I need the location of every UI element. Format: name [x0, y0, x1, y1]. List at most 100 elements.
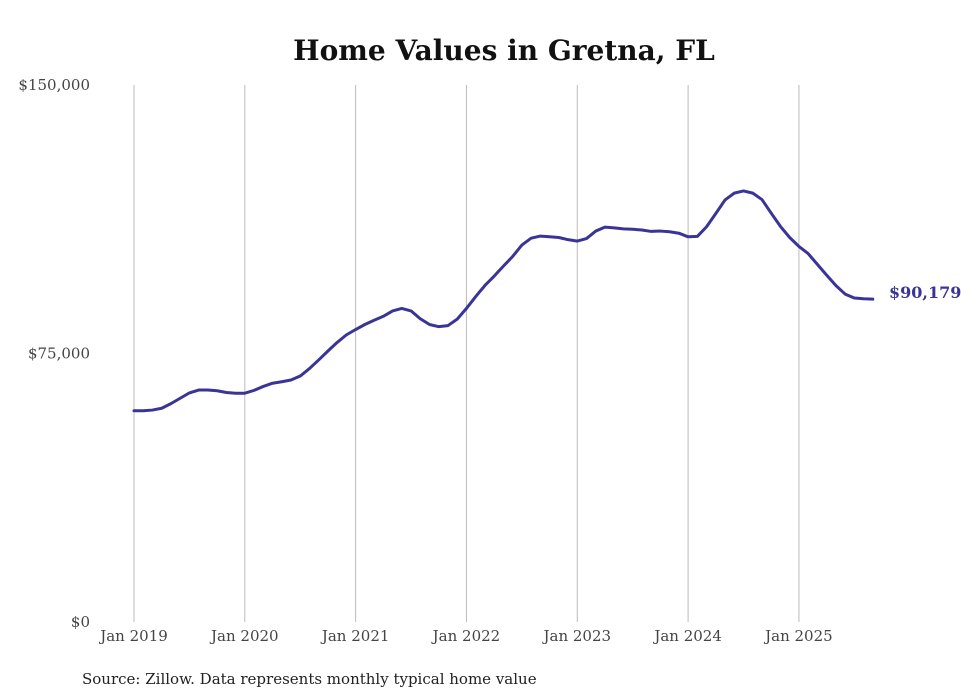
data-point-2020-10 — [326, 349, 330, 353]
data-point-2023-02 — [585, 237, 589, 241]
data-point-2021-09 — [428, 323, 432, 327]
data-point-2023-06 — [621, 227, 625, 231]
data-point-2024-08 — [751, 191, 755, 195]
data-point-2021-12 — [455, 317, 459, 321]
data-point-2024-02 — [695, 234, 699, 238]
x-tick-label: Jan 2025 — [763, 627, 833, 645]
data-point-2024-07 — [742, 189, 746, 193]
data-point-2022-04 — [492, 274, 496, 278]
data-point-2020-06 — [289, 378, 293, 382]
data-point-2021-10 — [437, 325, 441, 329]
data-point-2019-05 — [169, 402, 173, 406]
data-point-2021-11 — [446, 324, 450, 328]
data-point-2019-12 — [234, 391, 238, 395]
y-axis-ticks: $0 $75,000 $150,000 — [18, 76, 90, 631]
data-point-2020-05 — [280, 380, 284, 384]
data-point-2024-12 — [788, 236, 792, 240]
data-point-2025-09 — [871, 297, 875, 301]
data-point-2020-12 — [344, 333, 348, 337]
data-point-2022-12 — [566, 238, 570, 242]
y-tick-label: $150,000 — [18, 76, 90, 94]
data-point-2022-02 — [474, 295, 478, 299]
chart-title: Home Values in Gretna, FL — [293, 34, 715, 67]
data-point-2019-10 — [215, 389, 219, 393]
x-tick-label: Jan 2024 — [652, 627, 722, 645]
data-point-2021-08 — [418, 317, 422, 321]
data-point-2020-09 — [317, 358, 321, 362]
data-point-2019-09 — [206, 388, 210, 392]
data-point-2022-08 — [529, 236, 533, 240]
data-point-2024-09 — [760, 198, 764, 202]
data-point-2024-05 — [723, 198, 727, 202]
data-point-2022-03 — [483, 283, 487, 287]
data-point-2021-06 — [400, 306, 404, 310]
data-point-2019-03 — [150, 408, 154, 412]
data-point-2025-06 — [843, 292, 847, 296]
data-point-2025-03 — [815, 262, 819, 266]
data-point-2021-04 — [381, 314, 385, 318]
data-point-2020-11 — [335, 340, 339, 344]
data-point-2021-07 — [409, 309, 413, 313]
data-point-2023-08 — [640, 228, 644, 232]
data-point-2019-08 — [197, 388, 201, 392]
data-point-2019-07 — [187, 391, 191, 395]
data-point-2020-08 — [307, 367, 311, 371]
data-point-2025-07 — [852, 296, 856, 300]
data-point-2023-10 — [658, 229, 662, 233]
data-point-2019-11 — [224, 391, 228, 395]
data-point-2022-10 — [548, 235, 552, 239]
data-point-2025-01 — [797, 244, 801, 248]
latest-value-label: $90,179 — [889, 283, 961, 302]
data-point-2023-05 — [612, 226, 616, 230]
data-point-2024-01 — [686, 235, 690, 239]
data-point-2019-06 — [178, 396, 182, 400]
x-tick-label: Jan 2020 — [209, 627, 279, 645]
home-value-series-line — [132, 189, 875, 413]
data-point-2020-03 — [261, 384, 265, 388]
data-point-2024-11 — [778, 224, 782, 228]
data-point-2022-09 — [538, 234, 542, 238]
data-point-2023-11 — [668, 230, 672, 234]
data-point-2024-03 — [705, 225, 709, 229]
data-point-2025-08 — [862, 297, 866, 301]
data-point-2022-11 — [557, 236, 561, 240]
data-point-2023-09 — [649, 229, 653, 233]
data-point-2021-03 — [372, 318, 376, 322]
x-tick-label: Jan 2023 — [541, 627, 611, 645]
data-point-2022-01 — [464, 306, 468, 310]
data-point-2023-04 — [603, 225, 607, 229]
y-tick-label: $75,000 — [28, 345, 90, 363]
y-tick-label: $0 — [71, 613, 90, 631]
x-tick-label: Jan 2019 — [98, 627, 168, 645]
data-point-2024-06 — [732, 191, 736, 195]
source-note: Source: Zillow. Data represents monthly … — [82, 670, 537, 688]
data-point-2024-10 — [769, 211, 773, 215]
data-point-2019-01 — [132, 409, 136, 413]
data-point-2021-02 — [363, 323, 367, 327]
data-point-2020-04 — [271, 381, 275, 385]
x-tick-label: Jan 2022 — [431, 627, 501, 645]
data-point-2020-02 — [252, 388, 256, 392]
data-point-2025-04 — [825, 273, 829, 277]
data-point-2019-02 — [141, 409, 145, 413]
data-point-2025-02 — [806, 252, 810, 256]
data-point-2023-07 — [631, 227, 635, 231]
data-points — [132, 189, 875, 413]
x-axis-ticks: Jan 2019 Jan 2020 Jan 2021 Jan 2022 Jan 2023… — [98, 627, 832, 645]
data-point-2025-05 — [834, 283, 838, 287]
data-point-2023-12 — [677, 231, 681, 235]
data-point-2023-01 — [575, 239, 579, 243]
data-point-2024-04 — [714, 212, 718, 216]
data-point-2021-05 — [391, 309, 395, 313]
data-point-2022-05 — [501, 264, 505, 268]
data-point-2021-01 — [354, 328, 358, 332]
data-point-2020-01 — [243, 391, 247, 395]
x-tick-label: Jan 2021 — [320, 627, 390, 645]
data-point-2022-06 — [511, 254, 515, 258]
gridlines — [133, 85, 800, 622]
data-point-2022-07 — [520, 243, 524, 247]
data-point-2023-03 — [594, 229, 598, 233]
data-point-2020-07 — [298, 374, 302, 378]
data-point-2019-04 — [160, 406, 164, 410]
